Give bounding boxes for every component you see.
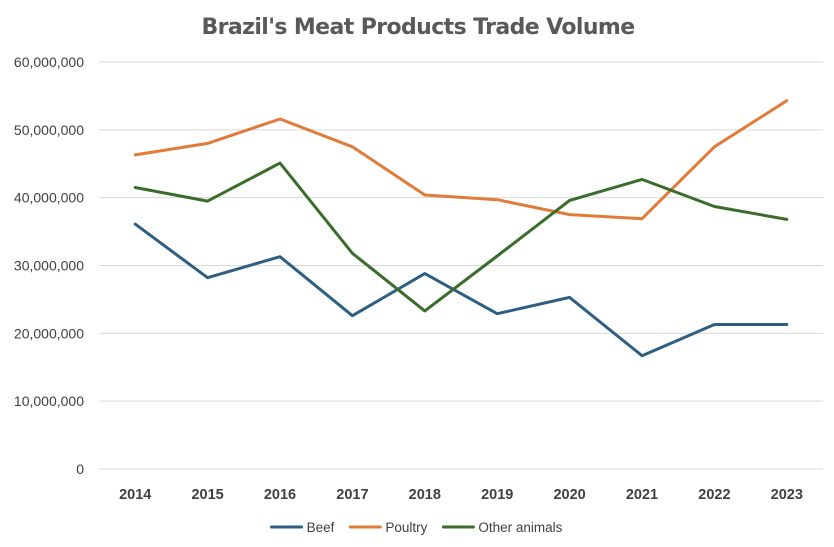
x-tick-label: 2020 xyxy=(553,487,585,503)
y-tick-label: 10,000,000 xyxy=(14,393,84,409)
y-tick-label: 20,000,000 xyxy=(14,325,84,341)
x-axis: 2014 2015 2016 2017 2018 2019 2020 2021 2022 2023 xyxy=(119,487,803,503)
x-tick-label: 2021 xyxy=(626,487,658,503)
series-line-other-animals xyxy=(133,161,789,313)
chart-title: Brazil's Meat Products Trade Volume xyxy=(201,15,634,40)
x-tick-label: 2022 xyxy=(698,487,730,503)
y-axis: 0 10,000,000 20,000,000 30,000,000 40,000,00… xyxy=(14,54,84,477)
legend-label: Poultry xyxy=(385,520,427,535)
gridlines xyxy=(99,61,823,470)
x-tick-label: 2019 xyxy=(481,487,513,503)
series-lines xyxy=(133,99,789,358)
y-tick-label: 40,000,000 xyxy=(14,190,84,206)
x-tick-label: 2023 xyxy=(771,487,803,503)
y-tick-label: 0 xyxy=(76,461,84,477)
legend-label: Beef xyxy=(307,520,335,535)
y-tick-label: 60,000,000 xyxy=(14,54,84,70)
series-line-beef xyxy=(133,222,789,358)
legend: Beef Poultry Other animals xyxy=(270,520,563,535)
y-tick-label: 30,000,000 xyxy=(14,258,84,274)
x-tick-label: 2018 xyxy=(409,487,441,503)
legend-label: Other animals xyxy=(478,520,562,535)
x-tick-label: 2016 xyxy=(264,487,296,503)
y-tick-label: 50,000,000 xyxy=(14,122,84,138)
x-tick-label: 2015 xyxy=(191,487,223,503)
x-tick-label: 2017 xyxy=(336,487,368,503)
x-tick-label: 2014 xyxy=(119,487,151,503)
series-line-poultry xyxy=(133,99,789,221)
